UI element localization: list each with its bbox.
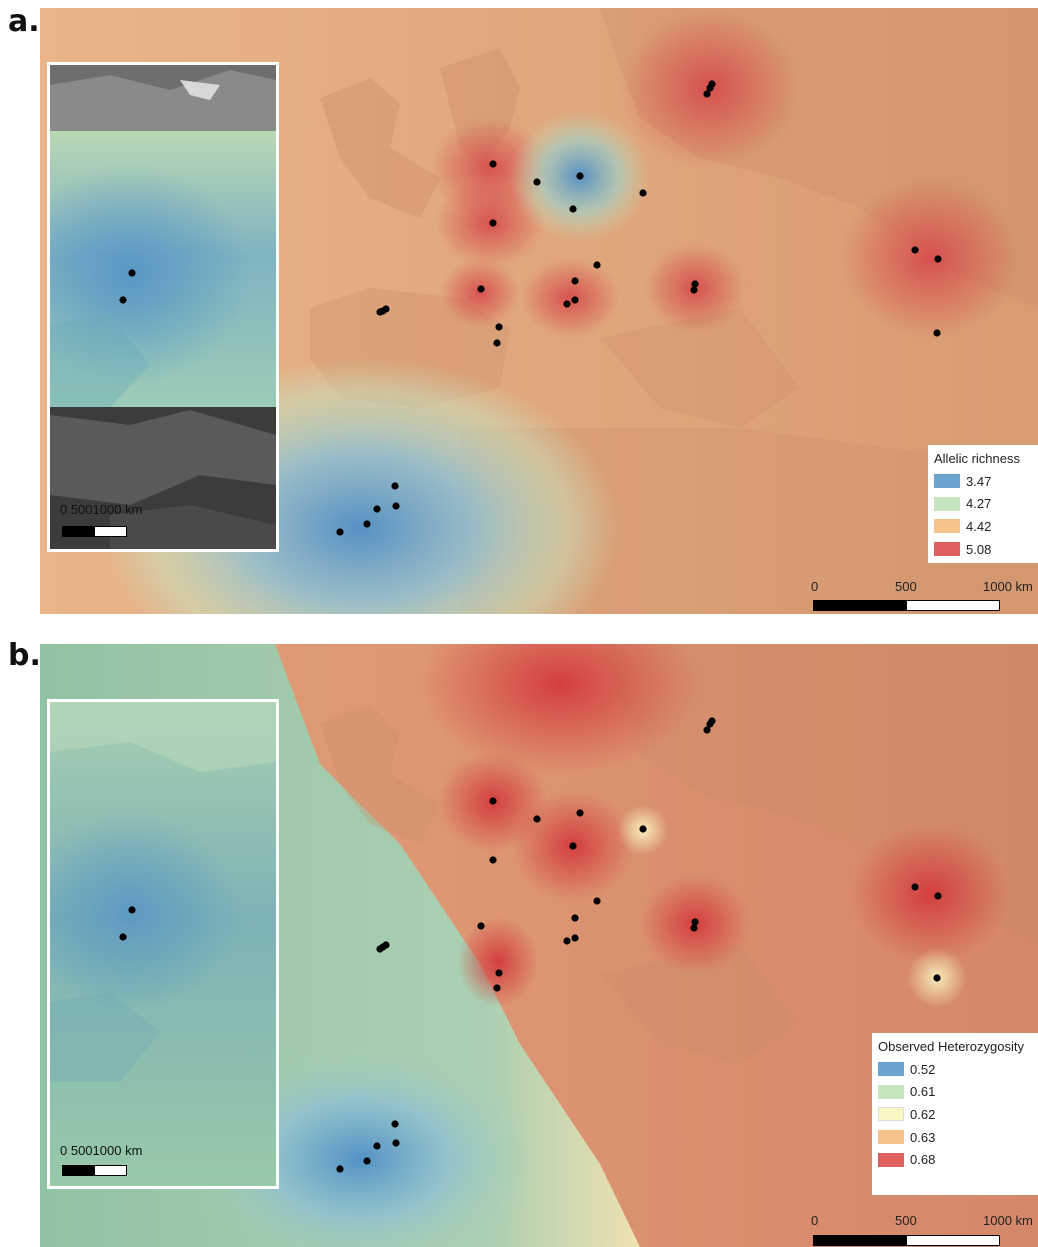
legend-a-item: 5.08: [934, 538, 1032, 561]
legend-label: 0.61: [910, 1084, 936, 1100]
scale-bar-a: [813, 600, 1000, 611]
legend-label: 4.27: [966, 496, 992, 512]
legend-label: 4.42: [966, 518, 992, 534]
legend-swatch: [878, 1084, 904, 1099]
legend-swatch: [878, 1107, 904, 1122]
legend-a-item: 4.27: [934, 493, 1032, 516]
legend-b-item: 0.61: [878, 1081, 1032, 1104]
legend-label: 3.47: [966, 473, 992, 489]
inset-map-b[interactable]: 0 5001000 km: [47, 699, 279, 1189]
map-panel-a[interactable]: 0 5001000 km Allelic richness 3.47 4.27 …: [40, 8, 1038, 614]
inset-scale-bar-b: [62, 1165, 127, 1176]
legend-b-item: 0.63: [878, 1126, 1032, 1149]
legend-b-item: 0.62: [878, 1103, 1032, 1126]
legend-a-item: 4.42: [934, 515, 1032, 538]
legend-swatch: [878, 1152, 904, 1167]
legend-b: Observed Heterozygosity 0.52 0.61 0.62 0…: [872, 1033, 1038, 1195]
legend-b-title: Observed Heterozygosity: [878, 1039, 1024, 1054]
scale-bar-b: [813, 1235, 1000, 1246]
legend-label: 0.68: [910, 1152, 936, 1168]
legend-label: 0.62: [910, 1106, 936, 1122]
legend-swatch: [934, 496, 960, 511]
inset-map-a[interactable]: 0 5001000 km: [47, 62, 279, 552]
legend-label: 0.63: [910, 1129, 936, 1145]
map-panel-b[interactable]: 0 5001000 km Observed Heterozygosity 0.5…: [40, 644, 1038, 1247]
legend-swatch: [934, 519, 960, 534]
inset-map-a-surface: [50, 65, 276, 549]
scale-a-label-0: 0: [811, 579, 819, 594]
legend-swatch: [934, 474, 960, 489]
inset-scale-label-b: 0 5001000 km: [60, 1143, 143, 1158]
legend-label: 5.08: [966, 541, 992, 557]
scale-b-label-1000: 1000 km: [983, 1213, 1033, 1228]
panel-b-letter: b.: [8, 638, 41, 673]
scale-b-label-500: 500: [895, 1213, 917, 1228]
legend-a-title: Allelic richness: [934, 451, 1020, 466]
legend-a-item: 3.47: [934, 470, 1032, 493]
legend-b-item: 0.52: [878, 1058, 1032, 1081]
legend-swatch: [878, 1130, 904, 1145]
scale-a-label-500: 500: [895, 579, 917, 594]
legend-b-item: 0.68: [878, 1148, 1032, 1171]
inset-scale-label-a: 0 5001000 km: [60, 502, 143, 517]
scale-a-label-1000: 1000 km: [983, 579, 1033, 594]
legend-a: Allelic richness 3.47 4.27 4.42 5.08: [928, 445, 1038, 563]
legend-label: 0.52: [910, 1061, 936, 1077]
panel-a-letter: a.: [8, 4, 40, 39]
inset-map-b-surface: [50, 702, 276, 1186]
scale-b-label-0: 0: [811, 1213, 819, 1228]
legend-swatch: [878, 1062, 904, 1077]
inset-scale-bar-a: [62, 526, 127, 537]
legend-swatch: [934, 542, 960, 557]
